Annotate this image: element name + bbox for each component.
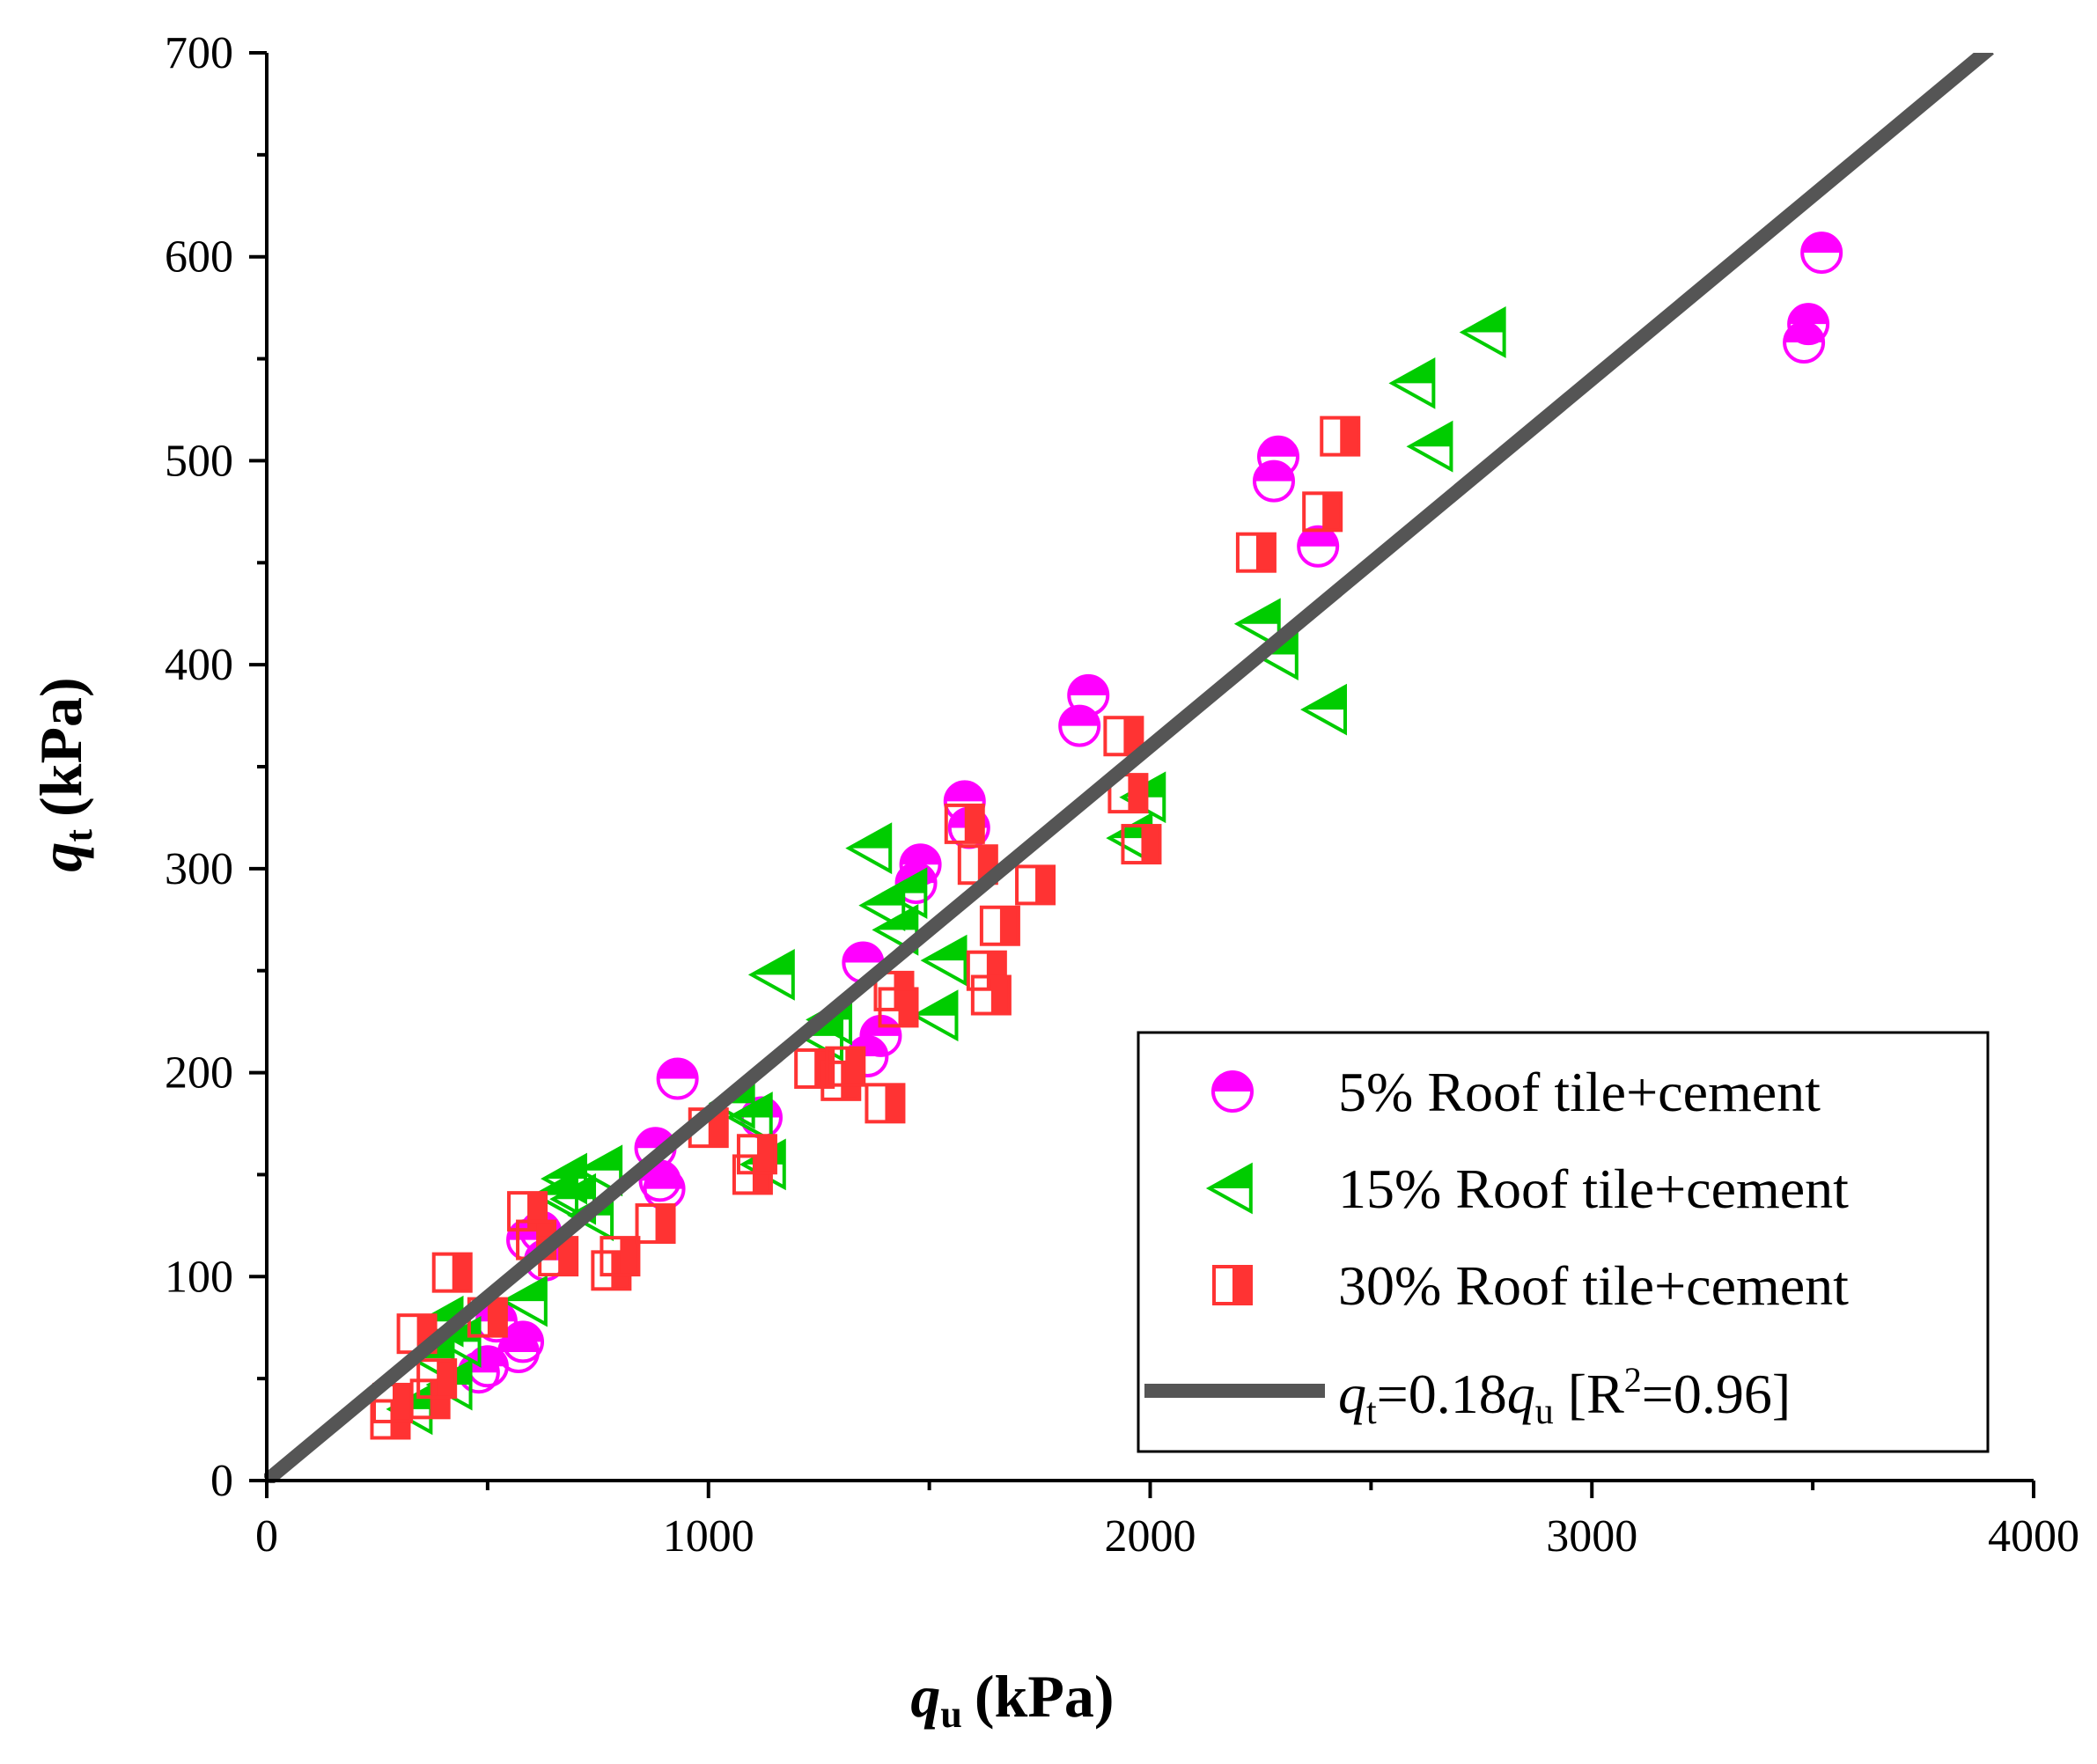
- fit-line-group: [264, 53, 1994, 1483]
- y-tick-label: 100: [165, 1252, 233, 1302]
- data-point: [920, 934, 968, 987]
- data-point: [502, 1320, 545, 1363]
- data-point: [466, 1345, 509, 1388]
- data-point: [1235, 532, 1277, 573]
- data-point: [979, 905, 1020, 946]
- data-point: [576, 1144, 623, 1197]
- data-point: [878, 987, 919, 1028]
- data-point: [736, 1134, 777, 1175]
- data-point: [416, 1358, 458, 1400]
- data-point: [1121, 824, 1162, 865]
- y-tick-label: 400: [165, 640, 233, 690]
- data-point: [1459, 306, 1506, 358]
- data-point: [635, 1203, 676, 1245]
- data-point: [1388, 356, 1436, 409]
- data-point: [1302, 491, 1343, 533]
- x-tick-label: 2000: [1105, 1511, 1196, 1562]
- data-point: [911, 989, 959, 1042]
- data-point: [725, 1091, 773, 1143]
- legend: 5% Roof tile+cement 15% Roof tile+cement…: [1137, 1031, 1990, 1453]
- x-tick-label: 0: [255, 1511, 278, 1562]
- y-axis-title: qt(kPa): [27, 677, 100, 871]
- data-point: [549, 1172, 597, 1225]
- data-point: [1800, 232, 1843, 275]
- y-tick-label: 700: [165, 28, 233, 78]
- data-point: [747, 948, 795, 1001]
- data-point: [1107, 773, 1149, 814]
- y-tick-label: 600: [165, 232, 233, 283]
- x-tick-label: 1000: [663, 1511, 754, 1562]
- series-3: [370, 415, 1361, 1440]
- data-point: [880, 867, 928, 920]
- data-point: [1058, 704, 1101, 747]
- data-point: [845, 822, 893, 875]
- data-point: [944, 803, 985, 844]
- legend-label-series-2: 15% Roof tile+cement: [1338, 1158, 1849, 1220]
- legend-label-fit: qt=0.18qu [R2=0.96]: [1338, 1360, 1791, 1432]
- data-point: [1297, 525, 1340, 568]
- legend-marker-series-1: [1211, 1070, 1254, 1113]
- x-tick-label: 4000: [1988, 1511, 2079, 1562]
- x-axis-title: qu (kPa): [910, 1663, 1114, 1736]
- data-point: [1067, 673, 1110, 717]
- data-point: [656, 1057, 699, 1100]
- y-tick-label: 200: [165, 1048, 233, 1099]
- fit-line: [264, 53, 1994, 1483]
- tick-labels: 0 1000 2000 3000 4000 0 100 200 300 400 500 600 700: [165, 28, 2079, 1562]
- legend-marker-series-2: [1205, 1162, 1253, 1215]
- data-point: [1300, 683, 1347, 736]
- data-point: [1787, 303, 1830, 346]
- legend-markers: [1205, 1070, 1254, 1305]
- data-point: [541, 1152, 587, 1205]
- data-point: [500, 1275, 548, 1327]
- y-tick-label: 0: [210, 1456, 233, 1506]
- data-point: [865, 1083, 906, 1124]
- data-point: [1406, 420, 1453, 473]
- data-point: [872, 903, 919, 956]
- data-point: [970, 974, 1012, 1016]
- data-point: [1103, 716, 1144, 757]
- y-tick-label: 300: [165, 844, 233, 894]
- data-point: [600, 1236, 641, 1277]
- data-point: [431, 1252, 473, 1293]
- legend-label-series-3: 30% Roof tile+cement: [1338, 1254, 1849, 1317]
- data-point: [1015, 864, 1056, 906]
- data-point: [825, 1046, 866, 1087]
- legend-box: [1137, 1031, 1990, 1453]
- series-2: [386, 306, 1506, 1436]
- y-tick-label: 500: [165, 436, 233, 486]
- data-point: [1320, 415, 1361, 457]
- axes: [249, 51, 2035, 1498]
- legend-label-series-1: 5% Roof tile+cement: [1338, 1061, 1821, 1123]
- data-point: [643, 1167, 686, 1210]
- data-point: [1233, 598, 1281, 650]
- x-tick-label: 3000: [1546, 1511, 1637, 1562]
- data-point: [1257, 435, 1300, 478]
- legend-marker-series-3: [1212, 1265, 1253, 1305]
